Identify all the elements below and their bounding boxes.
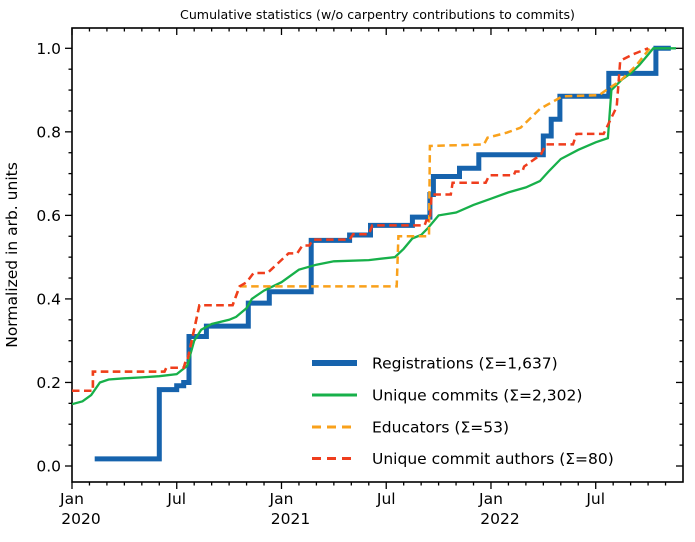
- y-tick-label: 0.8: [36, 123, 61, 141]
- legend-label: Unique commits (Σ=2,302): [372, 387, 582, 405]
- x-tick-year-label: 2020: [61, 510, 100, 528]
- y-tick-label: 1.0: [36, 40, 61, 58]
- legend-label: Unique commit authors (Σ=80): [372, 450, 614, 468]
- legend: Registrations (Σ=1,637) Unique commits (Σ…: [312, 355, 614, 468]
- y-axis-label: Normalized in arb. units: [3, 162, 21, 348]
- x-tick-label: Jul: [166, 490, 186, 508]
- x-tick-year-label: 2021: [271, 510, 310, 528]
- legend-label: Registrations (Σ=1,637): [372, 355, 558, 373]
- y-tick-label: 0.2: [36, 374, 61, 392]
- x-tick-label: Jul: [376, 490, 396, 508]
- legend-item: Unique commits (Σ=2,302): [312, 387, 582, 405]
- axes-frame: [71, 27, 684, 483]
- legend-item: Unique commit authors (Σ=80): [312, 450, 614, 468]
- series-educators-line: [72, 47, 651, 393]
- x-tick-year-label: 2022: [480, 510, 519, 528]
- legend-label: Educators (Σ=53): [372, 419, 509, 437]
- y-tick-label: 0.6: [36, 207, 61, 225]
- x-tick-label: Jan: [59, 490, 84, 508]
- x-tick-label: Jul: [585, 490, 605, 508]
- y-tick-label: 0.0: [36, 458, 61, 476]
- x-tick-label: Jan: [478, 490, 503, 508]
- series-unique-commits-line: [71, 47, 676, 406]
- y-tick-label: 0.4: [36, 290, 61, 308]
- series-unique-commit-authors-line: [72, 47, 649, 393]
- x-tick-label: Jan: [269, 490, 294, 508]
- chart-title: Cumulative statistics (w/o carpentry con…: [180, 7, 575, 22]
- legend-item: Registrations (Σ=1,637): [312, 355, 558, 373]
- legend-item: Educators (Σ=53): [312, 419, 509, 437]
